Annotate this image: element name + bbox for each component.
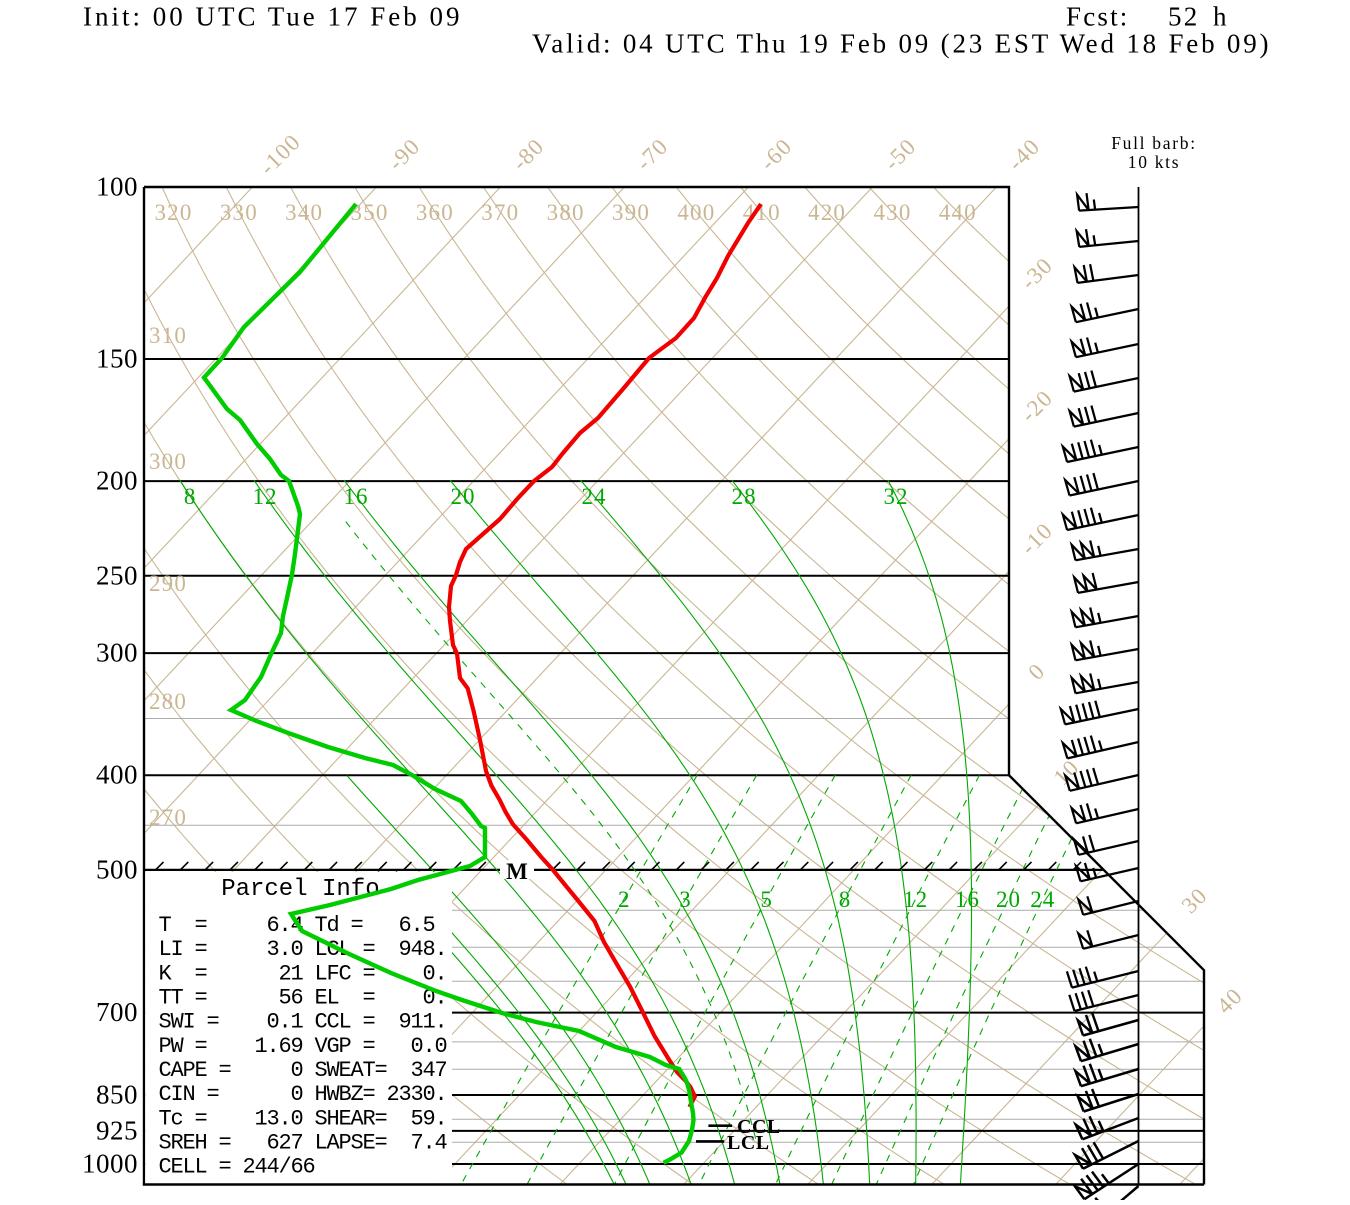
svg-text:330: 330 xyxy=(220,200,258,225)
svg-text:380: 380 xyxy=(547,200,585,225)
svg-text:CIN = 0 HWBZ= 2330.: CIN = 0 HWBZ= 2330. xyxy=(159,1082,447,1107)
svg-text:SWI = 0.1 CCL = 911.: SWI = 0.1 CCL = 911. xyxy=(159,1010,447,1035)
svg-text:500: 500 xyxy=(96,854,138,884)
svg-text:1000: 1000 xyxy=(82,1149,138,1179)
svg-text:360: 360 xyxy=(416,200,454,225)
svg-text:290: 290 xyxy=(149,571,187,596)
svg-text:K = 21 LFC = 0.: K = 21 LFC = 0. xyxy=(159,961,447,986)
svg-text:Init: 00 UTC Tue 17 Feb 09: Init: 00 UTC Tue 17 Feb 09 xyxy=(83,2,463,32)
svg-text:16: 16 xyxy=(344,484,369,509)
svg-text:CCL: CCL xyxy=(737,1116,781,1138)
svg-text:24: 24 xyxy=(1030,887,1055,912)
svg-text:270: 270 xyxy=(149,805,187,830)
svg-text:925: 925 xyxy=(96,1115,138,1145)
svg-text:2: 2 xyxy=(618,887,631,912)
svg-text:300: 300 xyxy=(96,638,138,668)
svg-text:SREH = 627 LAPSE= 7.4: SREH = 627 LAPSE= 7.4 xyxy=(159,1131,448,1156)
svg-text:20: 20 xyxy=(451,484,476,509)
svg-text:M: M xyxy=(506,859,528,884)
svg-text:400: 400 xyxy=(96,760,138,790)
svg-text:850: 850 xyxy=(96,1080,138,1110)
svg-text:200: 200 xyxy=(96,466,138,496)
svg-text:280: 280 xyxy=(149,689,187,714)
svg-text:440: 440 xyxy=(939,200,977,225)
svg-text:20: 20 xyxy=(996,887,1021,912)
svg-text:250: 250 xyxy=(96,560,138,590)
svg-text:Fcst:: Fcst: xyxy=(1066,2,1130,32)
svg-text:24: 24 xyxy=(582,484,607,509)
svg-text:Valid: 04 UTC Thu 19 Feb 09 (2: Valid: 04 UTC Thu 19 Feb 09 (23 EST Wed … xyxy=(532,29,1271,59)
svg-text:310: 310 xyxy=(149,323,187,348)
svg-text:370: 370 xyxy=(481,200,519,225)
svg-text:Tc = 13.0 SHEAR= 59.: Tc = 13.0 SHEAR= 59. xyxy=(159,1106,447,1131)
svg-text:320: 320 xyxy=(154,200,192,225)
svg-text:12: 12 xyxy=(253,484,278,509)
svg-text:390: 390 xyxy=(612,200,650,225)
svg-text:400: 400 xyxy=(677,200,715,225)
svg-text:340: 340 xyxy=(285,200,323,225)
svg-text:32: 32 xyxy=(884,484,909,509)
svg-text:5: 5 xyxy=(760,887,773,912)
svg-text:LI = 3.0 LCL = 948.: LI = 3.0 LCL = 948. xyxy=(159,937,447,962)
svg-text:300: 300 xyxy=(149,449,187,474)
svg-text:700: 700 xyxy=(96,997,138,1027)
svg-text:h: h xyxy=(1213,2,1227,32)
svg-text:12: 12 xyxy=(903,887,928,912)
svg-text:28: 28 xyxy=(732,484,757,509)
svg-text:16: 16 xyxy=(955,887,980,912)
svg-text:PW = 1.69 VGP = 0.0: PW = 1.69 VGP = 0.0 xyxy=(159,1034,447,1059)
svg-text:LCL: LCL xyxy=(727,1132,770,1154)
svg-text:52: 52 xyxy=(1168,2,1199,32)
svg-text:TT = 56 EL = 0.: TT = 56 EL = 0. xyxy=(159,986,447,1011)
svg-text:10 kts: 10 kts xyxy=(1128,152,1181,172)
svg-text:3: 3 xyxy=(679,887,692,912)
svg-text:8: 8 xyxy=(184,484,197,509)
svg-text:150: 150 xyxy=(96,344,138,374)
svg-text:430: 430 xyxy=(873,200,911,225)
svg-text:Full barb:: Full barb: xyxy=(1111,133,1197,153)
svg-text:CELL = 244/66: CELL = 244/66 xyxy=(159,1155,315,1180)
svg-text:350: 350 xyxy=(351,200,389,225)
svg-text:8: 8 xyxy=(839,887,852,912)
svg-text:CAPE = 0 SWEAT= 347: CAPE = 0 SWEAT= 347 xyxy=(159,1058,447,1083)
svg-text:420: 420 xyxy=(808,200,846,225)
svg-text:100: 100 xyxy=(96,172,138,202)
